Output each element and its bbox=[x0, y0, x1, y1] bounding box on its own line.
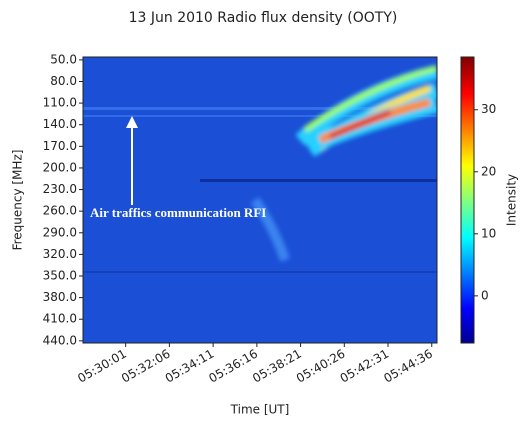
y-tick-label: 320.0 bbox=[43, 247, 77, 261]
colorbar bbox=[460, 56, 475, 344]
y-tick-label: 170.0 bbox=[43, 139, 77, 153]
y-tick-label: 230.0 bbox=[43, 182, 77, 196]
x-tick-label: 05:30:01 bbox=[75, 347, 129, 386]
y-tick-label: 50.0 bbox=[50, 52, 77, 66]
y-tick-label: 290.0 bbox=[43, 225, 77, 239]
x-tick-label: 05:32:06 bbox=[119, 347, 173, 386]
y-tick-label: 410.0 bbox=[43, 312, 77, 326]
rfi-band bbox=[83, 107, 437, 110]
rfi-band bbox=[83, 115, 437, 117]
dark-band bbox=[200, 179, 437, 182]
colorbar-tick-label: 10 bbox=[481, 226, 496, 240]
plot-frame bbox=[82, 56, 438, 344]
x-axis-label: Time [UT] bbox=[230, 403, 290, 417]
y-tick-label: 140.0 bbox=[43, 117, 77, 131]
y-tick-label: 200.0 bbox=[43, 160, 77, 174]
dark-band bbox=[83, 271, 437, 273]
spectrogram bbox=[83, 57, 437, 343]
y-axis-label: Frequency [MHz] bbox=[11, 150, 25, 251]
y-tick-label: 350.0 bbox=[43, 269, 77, 283]
x-tick-label: 05:44:36 bbox=[381, 347, 435, 386]
x-tick-label: 05:40:26 bbox=[294, 347, 348, 386]
annotation: Air traffics communication RFI bbox=[90, 205, 266, 220]
colorbar-tick-label: 0 bbox=[481, 288, 489, 302]
burst bbox=[250, 65, 437, 262]
y-tick-label: 380.0 bbox=[43, 290, 77, 304]
x-tick-label: 05:42:31 bbox=[338, 347, 392, 386]
y-tick-label: 260.0 bbox=[43, 204, 77, 218]
annotation-arrowhead bbox=[126, 116, 138, 128]
colorbar-tick-label: 30 bbox=[481, 102, 496, 116]
x-tick-label: 05:34:11 bbox=[163, 347, 217, 386]
chart-title: 13 Jun 2010 Radio flux density (OOTY) bbox=[129, 10, 398, 26]
colorbar-tick-label: 20 bbox=[481, 164, 496, 178]
y-tick-label: 110.0 bbox=[43, 96, 77, 110]
colorbar-label: Intensity bbox=[505, 174, 519, 226]
y-tick-label: 80.0 bbox=[50, 74, 77, 88]
y-tick-label: 440.0 bbox=[43, 333, 77, 347]
x-tick-label: 05:36:16 bbox=[206, 347, 260, 386]
x-tick-label: 05:38:21 bbox=[250, 347, 304, 386]
